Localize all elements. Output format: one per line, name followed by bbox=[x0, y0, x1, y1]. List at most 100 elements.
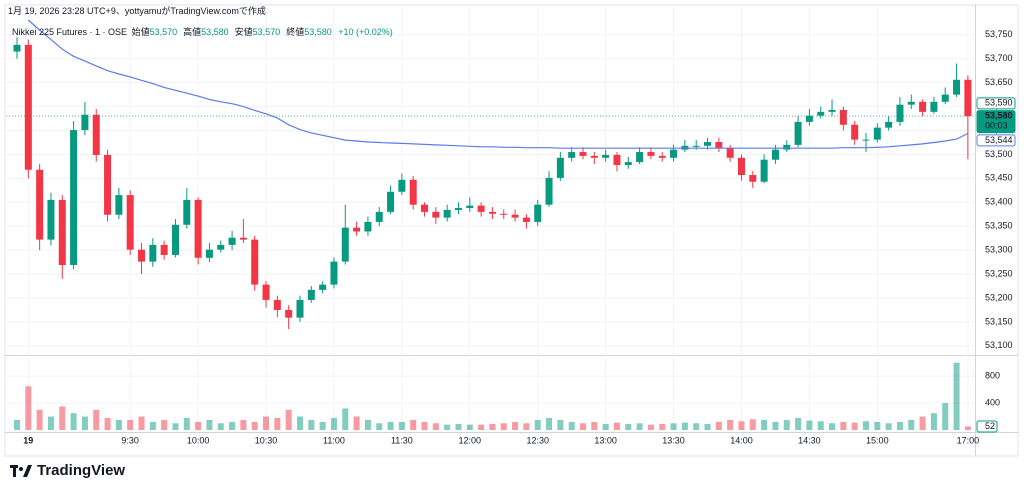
y-tick-label: 53,400 bbox=[985, 197, 1013, 207]
candle-body bbox=[805, 115, 813, 122]
volume-bar bbox=[229, 421, 236, 430]
candle-body bbox=[160, 244, 168, 255]
candle-body bbox=[285, 309, 293, 318]
candle-body bbox=[364, 221, 372, 232]
candle-body bbox=[556, 157, 564, 178]
volume-bar bbox=[489, 423, 496, 430]
volume-bar bbox=[240, 419, 247, 430]
candle-body bbox=[602, 154, 610, 158]
volume-bar bbox=[863, 421, 869, 430]
candle-body bbox=[817, 111, 825, 116]
volume-bar bbox=[364, 419, 371, 430]
legend-label: 終値 bbox=[286, 27, 305, 37]
candle-body bbox=[647, 152, 655, 156]
y-tick-label: 53,350 bbox=[985, 221, 1013, 231]
volume-bar bbox=[36, 409, 43, 430]
volume-bar bbox=[749, 419, 756, 430]
candle-body bbox=[171, 224, 179, 255]
legend-label: 高値 bbox=[183, 27, 202, 37]
candle-body bbox=[545, 177, 553, 205]
candle-body bbox=[568, 152, 576, 158]
volume-bar bbox=[353, 416, 360, 430]
x-tick-label: 14:00 bbox=[730, 435, 753, 445]
candle-body bbox=[715, 141, 723, 148]
volume-bar bbox=[829, 423, 836, 430]
candle-body bbox=[194, 199, 202, 258]
volume-bar bbox=[942, 403, 949, 430]
logo-text: TradingView bbox=[37, 462, 126, 479]
candle-body bbox=[873, 127, 881, 140]
y-tick-label: 53,450 bbox=[985, 173, 1013, 183]
x-tick-label: 13:00 bbox=[594, 435, 617, 445]
volume-bar bbox=[217, 423, 224, 430]
volume-bar bbox=[410, 419, 417, 430]
candle-body bbox=[964, 79, 972, 117]
candle-body bbox=[624, 162, 632, 165]
volume-bar bbox=[523, 423, 530, 430]
candle-body bbox=[670, 149, 678, 158]
candle-body bbox=[760, 159, 768, 182]
x-tick-label: 11:00 bbox=[323, 435, 345, 445]
candle-body bbox=[149, 244, 157, 262]
volume-bar bbox=[285, 409, 292, 430]
candle-body bbox=[885, 121, 893, 128]
x-tick-label: 9:30 bbox=[121, 435, 139, 445]
candle-body bbox=[443, 209, 451, 218]
candle-body bbox=[466, 205, 474, 209]
volume-bar bbox=[466, 424, 473, 430]
candle-body bbox=[251, 239, 259, 285]
candle-body bbox=[862, 139, 870, 141]
candle-body bbox=[387, 191, 395, 212]
volume-bar bbox=[308, 419, 315, 430]
volume-bar bbox=[591, 421, 598, 430]
volume-bar bbox=[636, 423, 643, 430]
legend-label: 安値 bbox=[234, 27, 253, 37]
y-tick-label: 53,150 bbox=[985, 316, 1013, 326]
candle-body bbox=[783, 144, 791, 150]
y-tick-label: 53,300 bbox=[985, 245, 1013, 255]
candle-body bbox=[217, 244, 225, 250]
x-tick-label: 11:30 bbox=[391, 435, 413, 445]
volume-bar bbox=[251, 421, 258, 430]
legend-label: 始値 bbox=[131, 27, 150, 37]
volume-label: 52 bbox=[985, 421, 995, 431]
volume-bar bbox=[432, 423, 439, 430]
y-tick-label: 53,100 bbox=[985, 340, 1013, 350]
candle-body bbox=[319, 284, 327, 290]
volume-bar bbox=[14, 419, 20, 430]
logo-icon bbox=[10, 464, 32, 477]
candle-body bbox=[579, 152, 587, 156]
volume-bar bbox=[263, 416, 270, 430]
candle-body bbox=[828, 109, 836, 112]
legend-value: 53,580 bbox=[201, 27, 229, 37]
candle-body bbox=[692, 145, 700, 147]
volume-bar bbox=[919, 416, 926, 430]
volume-bar bbox=[840, 421, 847, 430]
volume-bar bbox=[659, 423, 666, 430]
volume-bar bbox=[512, 421, 519, 430]
volume-bar bbox=[70, 413, 77, 430]
volume-bar bbox=[387, 421, 394, 430]
candle-body bbox=[262, 284, 270, 300]
candle-body bbox=[353, 227, 361, 232]
volume-label-box bbox=[976, 420, 998, 433]
legend: Nikkei 225 Futures · 1 · OSE 始値53,570 高値5… bbox=[12, 25, 397, 38]
volume-bar bbox=[874, 421, 881, 430]
legend-value: 53,570 bbox=[252, 27, 281, 37]
candle-body bbox=[47, 199, 55, 240]
candle-body bbox=[511, 214, 519, 218]
x-tick-label: 10:00 bbox=[187, 435, 210, 445]
price-label: 53,544 bbox=[985, 135, 1013, 145]
candle-body bbox=[115, 195, 123, 215]
volume-bar bbox=[953, 362, 960, 430]
candle-body bbox=[24, 44, 32, 170]
legend-value: 53,580 bbox=[304, 27, 332, 37]
change: +10 (+0.02%) bbox=[338, 27, 393, 37]
volume-bar bbox=[376, 423, 383, 430]
candle-body bbox=[307, 289, 315, 300]
volume-bar bbox=[625, 423, 632, 430]
created-note: 1月 19, 2026 23:28 UTC+9、yottyamuがTrading… bbox=[8, 6, 266, 16]
candle-body bbox=[138, 249, 146, 262]
volume-bar bbox=[93, 409, 100, 430]
